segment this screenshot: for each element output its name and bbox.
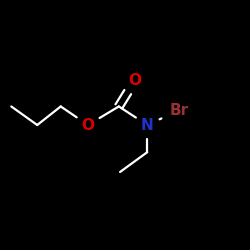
Text: O: O bbox=[82, 118, 94, 132]
Text: O: O bbox=[128, 73, 141, 88]
Text: Br: Br bbox=[170, 103, 189, 118]
Text: N: N bbox=[141, 118, 154, 132]
